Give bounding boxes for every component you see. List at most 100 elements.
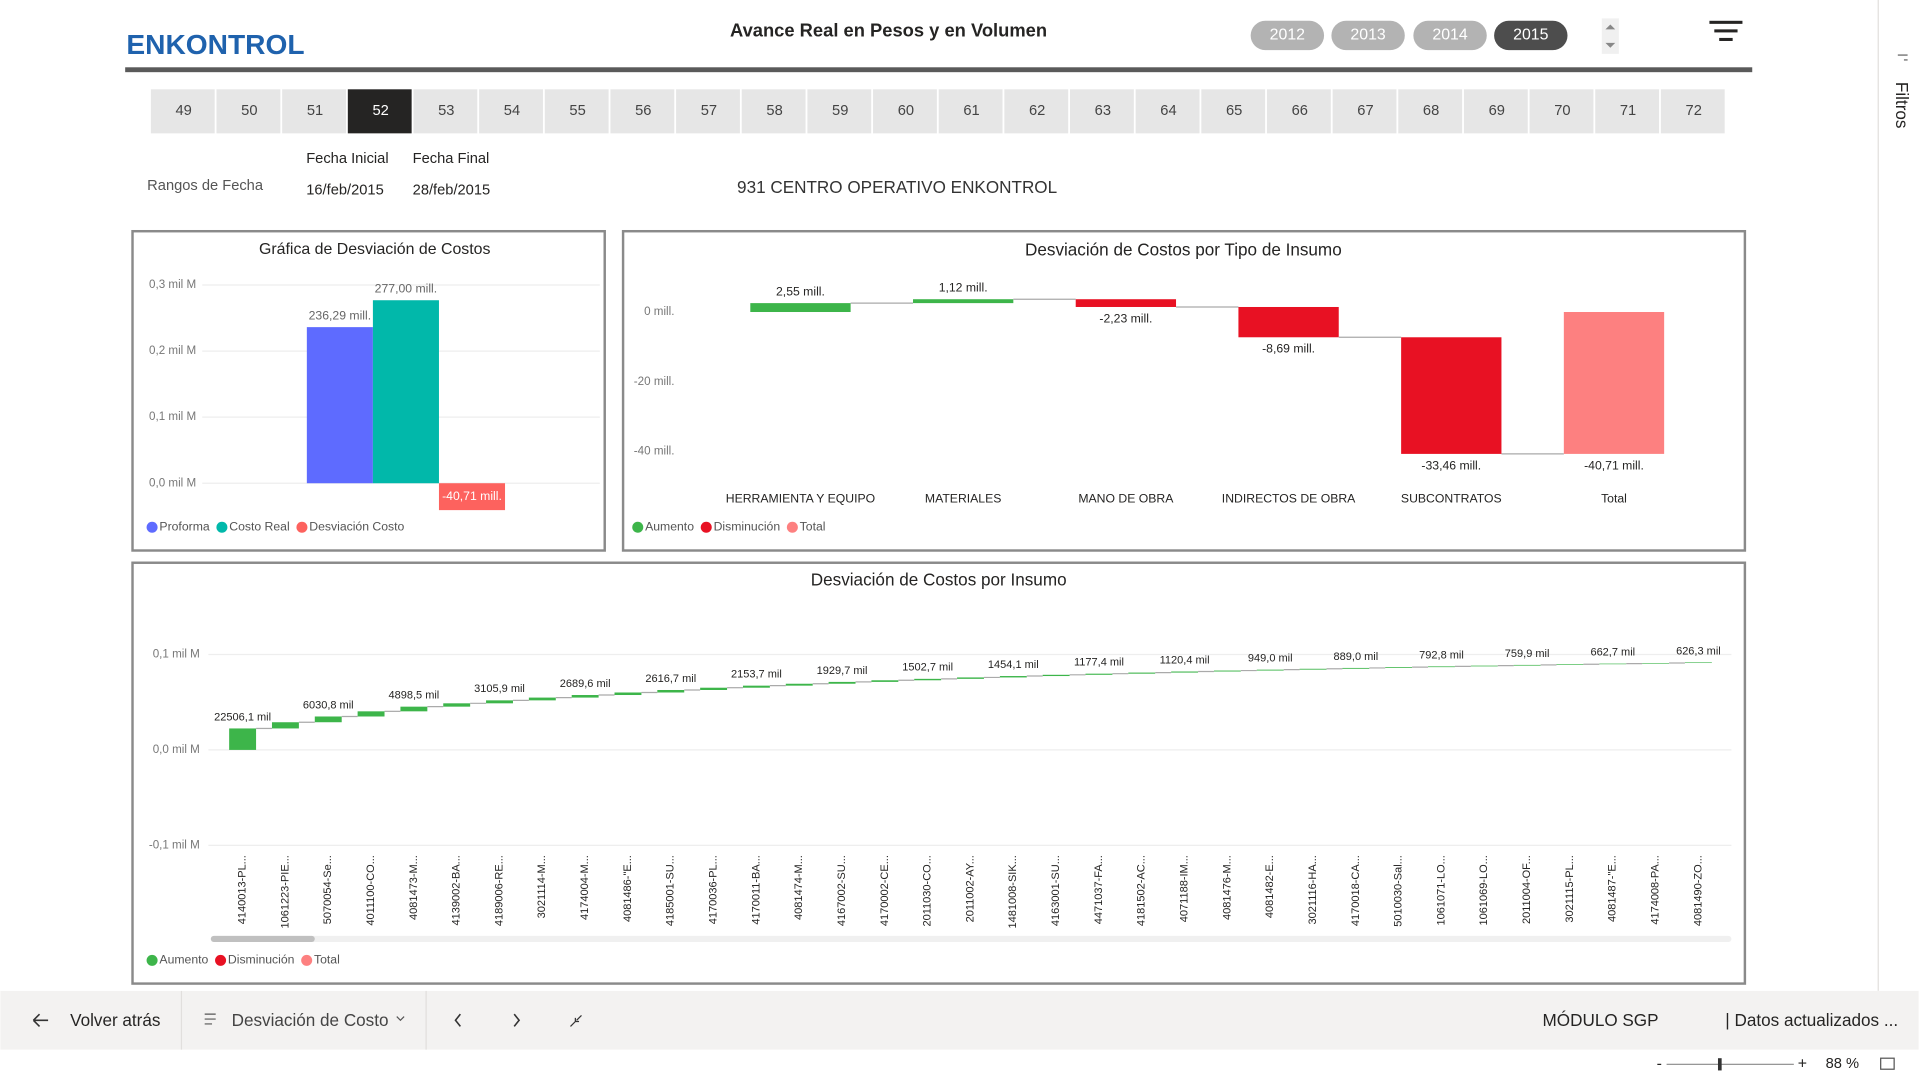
week-button[interactable] [1398,89,1463,134]
fit-page-icon[interactable] [1880,1057,1895,1070]
week-button[interactable] [741,89,806,134]
dropdown-icon[interactable] [396,1016,405,1022]
bar [314,716,342,723]
year-button[interactable] [1494,20,1568,51]
back-button[interactable]: Volver atrás [70,1011,160,1030]
zoom-out[interactable]: - [1657,1056,1662,1073]
x-tick-label: 2011004-OF... [1521,855,1533,924]
page-nav[interactable] [454,1013,521,1027]
bar [1642,662,1670,664]
bar [1213,670,1241,672]
year-label[interactable]: 2012 [1270,27,1306,44]
week-button[interactable] [544,89,609,134]
week-label[interactable]: 54 [504,103,520,119]
data-label: -2,23 mill. [1099,311,1152,325]
week-label[interactable]: 62 [1029,103,1045,119]
week-label[interactable]: 57 [701,103,717,119]
week-button[interactable] [873,89,937,134]
week-button[interactable] [479,89,543,134]
pages-icon[interactable] [204,1013,216,1025]
week-label[interactable]: 49 [176,103,192,119]
week-label[interactable]: 71 [1620,103,1636,119]
legend-marker [786,521,798,533]
week-label[interactable]: 60 [898,103,914,119]
week-button[interactable] [1070,89,1134,134]
week-button[interactable] [347,89,412,134]
week-button[interactable] [610,89,675,134]
week-label[interactable]: 61 [963,103,979,119]
week-button[interactable] [676,89,740,134]
week-label[interactable]: 59 [832,103,848,119]
y-tick-label: 0,1 mil M [153,648,200,661]
year-label[interactable]: 2014 [1432,27,1468,44]
x-tick-label: 4174004-M... [579,855,591,920]
week-button[interactable] [807,89,872,134]
year-button[interactable] [1331,20,1405,51]
data-label: 1454,1 mil [988,659,1039,671]
bar [1470,665,1498,667]
week-button[interactable] [413,89,478,134]
week-label[interactable]: 70 [1554,103,1570,119]
week-button[interactable] [282,89,346,134]
week-label[interactable]: 51 [307,103,323,119]
page-selector[interactable]: Desviación de Costo [232,1011,389,1030]
week-label[interactable]: 56 [635,103,651,119]
y-tick-label: 0 mill. [644,305,674,318]
legend-label: Total [800,520,826,534]
week-button[interactable] [1266,89,1331,134]
bar [1599,663,1627,665]
week-button[interactable] [1529,89,1594,134]
side-icon [1897,54,1908,61]
week-button[interactable] [1660,89,1725,134]
week-button[interactable] [150,89,215,134]
bar [1401,337,1502,454]
data-label: 2153,7 mil [731,669,782,681]
x-tick-label: 4081486-"E... [622,855,634,922]
filter-icon[interactable] [1709,20,1743,41]
scroll-arrows[interactable] [1601,18,1619,54]
fit-icon[interactable] [570,1014,582,1027]
zoom-thumb[interactable] [1717,1058,1722,1071]
legend-label: Aumento [159,953,208,967]
week-button[interactable] [938,89,1003,134]
bar [957,677,984,679]
week-label[interactable]: 65 [1226,103,1242,119]
year-label[interactable]: 2015 [1513,27,1549,44]
week-button[interactable] [1463,89,1528,134]
week-label[interactable]: 67 [1357,103,1373,119]
week-label[interactable]: 72 [1686,103,1702,119]
scrollbar-thumb[interactable] [210,935,315,942]
data-label: 1929,7 mil [817,665,868,677]
week-label[interactable]: 53 [438,103,454,119]
week-label[interactable]: 58 [766,103,782,119]
x-tick-label: 4081490-ZO... [1692,855,1704,926]
week-label[interactable]: 68 [1423,103,1439,119]
week-label[interactable]: 50 [241,103,257,119]
week-label[interactable]: 63 [1095,103,1111,119]
week-button[interactable] [1595,89,1660,134]
y-tick-label: 0,2 mil M [149,344,196,357]
bar [914,678,942,681]
scroll-icon [1605,24,1616,48]
week-button[interactable] [216,89,281,134]
week-button[interactable] [1004,89,1069,134]
bar [871,680,899,682]
year-button[interactable] [1250,20,1325,51]
week-label[interactable]: 66 [1292,103,1308,119]
week-label[interactable]: 64 [1160,103,1176,119]
week-label[interactable]: 69 [1489,103,1505,119]
week-button[interactable] [1332,89,1397,134]
chart-title: Desviación de Costos por Tipo de Insumo [1025,240,1342,259]
data-label: 889,0 mil [1334,651,1379,663]
week-button[interactable] [1135,89,1200,134]
year-label[interactable]: 2013 [1350,27,1386,44]
year-button[interactable] [1413,20,1487,51]
week-label[interactable]: 55 [569,103,585,119]
legend-marker [215,954,227,966]
bar [1513,664,1541,666]
week-label[interactable]: 52 [372,103,388,119]
back-icon[interactable] [32,1013,49,1027]
week-button[interactable] [1201,89,1266,134]
filters-pane-label[interactable]: Filtros [1892,82,1911,129]
zoom-in[interactable]: + [1798,1056,1807,1073]
